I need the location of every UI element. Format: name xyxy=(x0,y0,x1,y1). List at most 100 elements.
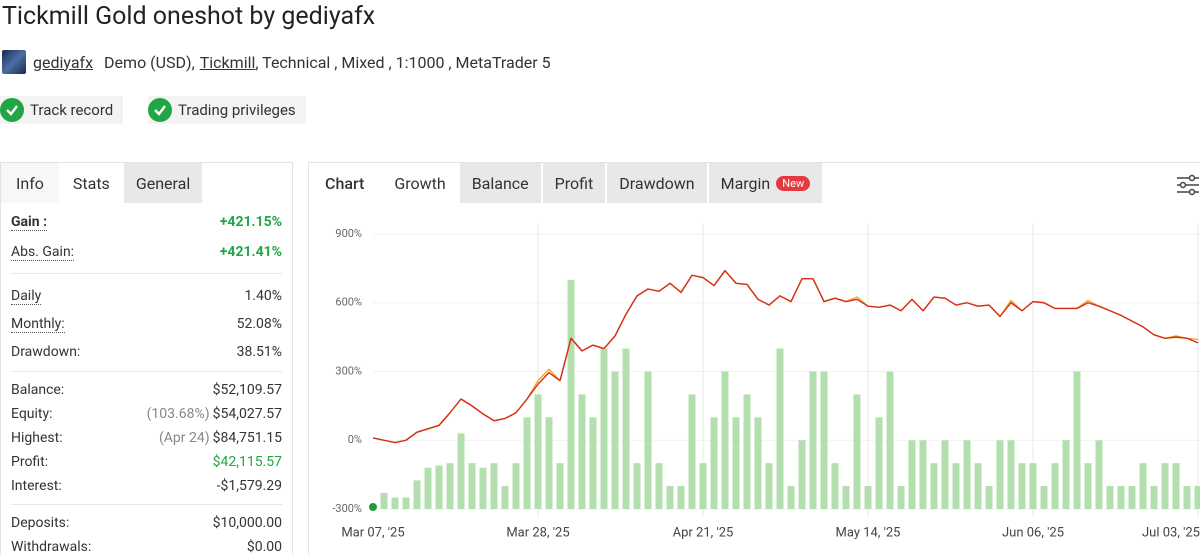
stat-note: (Apr 24) xyxy=(158,430,210,446)
stat-note: (103.68%) xyxy=(146,406,210,422)
bar xyxy=(622,348,630,509)
bar xyxy=(864,486,872,509)
tab[interactable]: General xyxy=(123,163,203,203)
check-icon xyxy=(0,98,24,122)
x-tick-label: May 14, '25 xyxy=(836,525,901,540)
bar xyxy=(611,371,619,509)
stat-value: +421.41% xyxy=(219,244,282,260)
bar xyxy=(413,480,421,509)
bar xyxy=(446,463,454,509)
stat-value-wrap: 38.51% xyxy=(237,344,282,360)
stat-value-wrap: $0.00 xyxy=(247,539,282,555)
bar xyxy=(1150,486,1158,509)
bar xyxy=(380,492,388,509)
chart-heading: Chart xyxy=(309,163,381,203)
bar xyxy=(633,463,641,509)
bar xyxy=(523,417,531,509)
y-tick-label: -300% xyxy=(332,502,362,515)
bar xyxy=(919,440,927,509)
stat-row: Daily 1.40% xyxy=(11,282,282,310)
stat-value: 52.08% xyxy=(236,316,282,332)
bar xyxy=(600,348,608,509)
stat-label: Daily xyxy=(11,287,42,305)
bar xyxy=(677,486,685,509)
y-tick-label: 0% xyxy=(348,433,362,446)
bar xyxy=(1194,486,1200,509)
stat-row: Highest: (Apr 24) $84,751.15 xyxy=(11,426,282,450)
bar xyxy=(655,463,663,509)
tab[interactable]: Profit xyxy=(542,163,606,203)
y-tick-label: 600% xyxy=(335,296,362,309)
stat-label: Profit: xyxy=(11,454,49,470)
stat-value: 1.40% xyxy=(244,288,282,304)
bar xyxy=(479,467,487,509)
stat-row: Equity: (103.68%) $54,027.57 xyxy=(11,402,282,426)
tab[interactable]: Info xyxy=(1,163,59,203)
tab[interactable]: Stats xyxy=(60,163,122,203)
bar xyxy=(787,486,795,509)
bar xyxy=(402,497,410,509)
author-link[interactable]: gediyafx xyxy=(33,52,94,72)
stat-label: Gain : xyxy=(11,213,48,231)
meta-text: , Technical , Mixed , 1:1000 , MetaTrade… xyxy=(255,52,551,72)
stats-list: Gain : +421.15% Abs. Gain: +421.41% Daily 1.4… xyxy=(1,203,292,555)
stat-row: Monthly: 52.08% xyxy=(11,310,282,338)
bar xyxy=(1018,463,1026,509)
stats-group: Gain : +421.15% Abs. Gain: +421.41% xyxy=(11,207,282,274)
bar xyxy=(908,440,916,509)
badge: Track record xyxy=(0,96,124,124)
stat-row: Deposits: $10,000.00 xyxy=(11,511,282,535)
tab[interactable]: Margin New xyxy=(708,163,823,203)
stat-row: Balance: $52,109.57 xyxy=(11,378,282,402)
bar xyxy=(1007,440,1015,509)
bar xyxy=(996,440,1004,509)
bar xyxy=(974,463,982,509)
bar xyxy=(1183,486,1191,509)
meta-text: Demo (USD), xyxy=(104,52,195,72)
settings-icon[interactable] xyxy=(1175,173,1200,197)
broker-link[interactable]: Tickmill xyxy=(199,52,256,72)
bar xyxy=(545,417,553,509)
stat-value-wrap: (103.68%) $54,027.57 xyxy=(147,406,282,422)
stat-label: Equity: xyxy=(11,406,53,422)
bar xyxy=(578,394,586,509)
stat-value-wrap: +421.15% xyxy=(220,214,282,230)
bar xyxy=(435,465,443,509)
growth-chart: -300% 0% 300% 600% 900% Mar 07, '25 Mar 28, '2… xyxy=(332,223,1200,540)
stat-row: Gain : +421.15% xyxy=(11,207,282,237)
bar xyxy=(457,433,465,509)
bar xyxy=(930,463,938,509)
bar xyxy=(644,371,652,509)
tab[interactable]: Drawdown xyxy=(607,163,707,203)
x-tick-label: Jul 03, '25 xyxy=(1142,525,1200,540)
stats-group: Balance: $52,109.57 Equity: (103.68%) $54,02… xyxy=(11,372,282,505)
bar xyxy=(776,348,784,509)
bar xyxy=(1128,486,1136,509)
y-tick-label: 900% xyxy=(335,227,362,240)
bar xyxy=(1106,486,1114,509)
x-tick-label: Jun 06, '25 xyxy=(1002,525,1064,540)
stats-panel: Info Stats General Gain : +421.15% Abs. Gain… xyxy=(0,162,293,555)
line xyxy=(372,269,1199,444)
chart-panel: Chart Growth Balance Profit Drawdown Margin Ne… xyxy=(308,162,1200,555)
bar xyxy=(1062,440,1070,509)
new-badge: New xyxy=(776,175,811,191)
stat-value-wrap: $10,000.00 xyxy=(213,515,282,531)
stat-value: $42,115.57 xyxy=(212,454,282,470)
bar xyxy=(1161,463,1169,509)
stats-group: Deposits: $10,000.00 Withdrawals: $0.00 xyxy=(11,505,282,555)
stat-value: $0.00 xyxy=(246,539,282,555)
stat-label: Abs. Gain: xyxy=(11,243,75,261)
bar xyxy=(732,417,740,509)
tab-bar: Chart Growth Balance Profit Drawdown Margin Ne… xyxy=(309,163,1200,203)
stat-value: -$1,579.29 xyxy=(216,478,282,494)
tab[interactable]: Growth xyxy=(382,163,458,203)
tab-bar: Info Stats General xyxy=(1,163,292,203)
bar xyxy=(941,440,949,509)
stat-value: $84,751.15 xyxy=(212,430,282,446)
tab[interactable]: Balance xyxy=(459,163,541,203)
stat-value: 38.51% xyxy=(236,344,282,360)
bar xyxy=(798,440,806,509)
bar xyxy=(1095,440,1103,509)
avatar[interactable] xyxy=(2,50,26,74)
